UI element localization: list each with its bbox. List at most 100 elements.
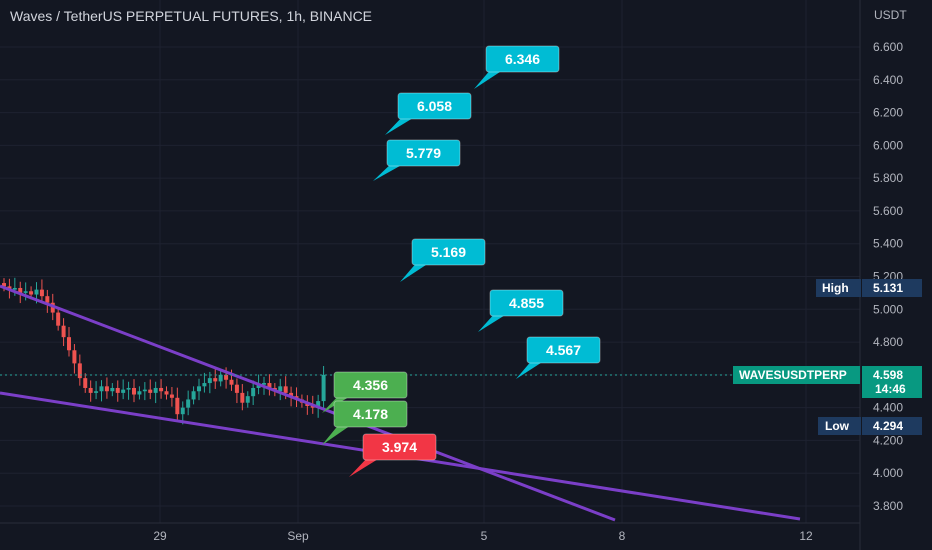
candle-body bbox=[229, 379, 234, 385]
candle-body bbox=[45, 296, 50, 303]
y-axis-ticks: 6.6006.4006.2006.0005.8005.6005.4005.200… bbox=[873, 40, 903, 513]
target-callout[interactable]: 4.855 bbox=[478, 289, 564, 332]
callout-pointer bbox=[516, 359, 547, 379]
candle-body bbox=[224, 374, 229, 380]
candle-body bbox=[67, 337, 71, 351]
target-callout[interactable]: 6.058 bbox=[385, 92, 472, 135]
callout-pointer bbox=[478, 312, 510, 332]
candle-body bbox=[72, 350, 77, 364]
y-tick-label: 5.400 bbox=[873, 237, 903, 251]
symbol-tag: WAVESUSDTPERP 4.598 14:46 bbox=[733, 366, 922, 398]
callout-box bbox=[333, 400, 408, 428]
target-callout[interactable]: 5.779 bbox=[373, 139, 461, 181]
y-tick-label: 5.800 bbox=[873, 171, 903, 185]
callout-box bbox=[333, 371, 408, 399]
candle-body bbox=[137, 391, 142, 395]
candle-body bbox=[159, 387, 164, 392]
callout-label: 6.346 bbox=[505, 51, 540, 67]
candle-body bbox=[115, 387, 120, 393]
low-label: Low bbox=[825, 419, 850, 433]
callout-label: 5.169 bbox=[431, 244, 466, 260]
symbol-label: WAVESUSDTPERP bbox=[739, 368, 847, 382]
low-label-box bbox=[818, 417, 861, 435]
candle-body bbox=[132, 387, 136, 395]
x-tick-label: 5 bbox=[481, 529, 488, 543]
callout-box bbox=[489, 289, 564, 317]
callout-pointer bbox=[373, 162, 407, 181]
candle-body bbox=[191, 391, 196, 400]
candle-body bbox=[126, 387, 131, 390]
low-tag: Low 4.294 bbox=[818, 417, 922, 435]
candle-body bbox=[23, 291, 28, 293]
candle-body bbox=[99, 386, 104, 392]
target-callout[interactable]: 4.567 bbox=[516, 336, 601, 379]
callout-pointer bbox=[400, 261, 432, 282]
symbol-box bbox=[733, 366, 860, 384]
candle-body bbox=[245, 396, 250, 403]
y-tick-label: 4.000 bbox=[873, 466, 903, 480]
candle-body bbox=[316, 401, 321, 408]
candle-body bbox=[180, 407, 185, 415]
candle-body bbox=[256, 384, 261, 388]
high-value: 5.131 bbox=[873, 281, 903, 295]
last-price-value: 4.598 bbox=[873, 368, 903, 382]
candle-body bbox=[213, 378, 218, 382]
candle-body bbox=[121, 389, 126, 393]
high-label-box bbox=[816, 279, 861, 297]
x-tick-label: 29 bbox=[153, 529, 167, 543]
candle-body bbox=[234, 384, 239, 393]
target-callout[interactable]: 5.169 bbox=[400, 238, 486, 282]
chart-title: Waves / TetherUS PERPETUAL FUTURES, 1h, … bbox=[10, 8, 373, 24]
upper-trendline[interactable] bbox=[0, 284, 616, 522]
candle-body bbox=[88, 387, 93, 393]
candle-body bbox=[34, 289, 39, 295]
y-axis-unit: USDT bbox=[874, 8, 907, 22]
callout-pointer bbox=[474, 68, 506, 89]
candle-body bbox=[39, 289, 44, 297]
candle-body bbox=[148, 389, 153, 393]
callout-box bbox=[362, 433, 437, 461]
callout-label: 6.058 bbox=[417, 98, 452, 114]
target-callout[interactable]: 4.178 bbox=[322, 400, 408, 445]
candle-body bbox=[267, 383, 272, 388]
callout-label: 4.178 bbox=[353, 406, 388, 422]
candle-body bbox=[104, 386, 109, 392]
candle-body bbox=[175, 397, 180, 415]
candle-body bbox=[142, 389, 147, 392]
callout-label: 3.974 bbox=[382, 439, 417, 455]
y-tick-label: 4.400 bbox=[873, 401, 903, 415]
target-callout[interactable]: 6.346 bbox=[474, 45, 560, 89]
y-tick-label: 6.200 bbox=[873, 106, 903, 120]
x-tick-label: 8 bbox=[619, 529, 626, 543]
candle-body bbox=[164, 391, 169, 395]
callout-pointer bbox=[385, 115, 418, 135]
candle-body bbox=[207, 378, 212, 384]
candle-body bbox=[283, 386, 288, 393]
candle-body bbox=[218, 374, 223, 382]
candle-body bbox=[289, 392, 294, 397]
callout-box bbox=[386, 139, 461, 167]
callout-pointer bbox=[322, 423, 354, 445]
callout-box bbox=[526, 336, 601, 364]
callout-box bbox=[397, 92, 472, 120]
candle-body bbox=[169, 394, 174, 398]
y-tick-label: 4.200 bbox=[873, 433, 903, 447]
candle-body bbox=[77, 363, 82, 379]
low-value-box bbox=[862, 417, 922, 435]
candle-body bbox=[18, 287, 23, 293]
candle-body bbox=[197, 386, 201, 392]
candle-body bbox=[202, 383, 207, 387]
target-callout[interactable]: 3.974 bbox=[349, 433, 437, 477]
callout-pointer bbox=[349, 456, 383, 477]
candle-body bbox=[29, 291, 34, 295]
x-tick-label: Sep bbox=[287, 529, 309, 543]
last-price-box bbox=[862, 366, 922, 398]
target-callout[interactable]: 4.356 bbox=[322, 371, 408, 413]
callout-box bbox=[411, 238, 486, 266]
callout-box bbox=[485, 45, 560, 73]
callout-label: 5.779 bbox=[406, 145, 441, 161]
candle-body bbox=[262, 383, 266, 385]
candle-body bbox=[310, 406, 315, 408]
y-tick-label: 4.800 bbox=[873, 335, 903, 349]
